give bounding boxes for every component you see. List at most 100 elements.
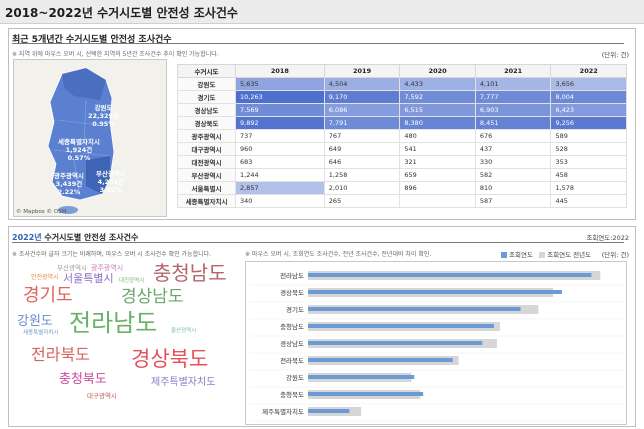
table-row[interactable]: 강원도 5,635 4,504 4,433 4,101 3,656 [177, 77, 627, 91]
table-cell: 7,569 [235, 103, 325, 117]
bottom-panel: 2022년 수거시도별 안전성 조사건수 조회연도:2022 ※ 조사건수와 글… [8, 226, 636, 427]
category-label: 강원도 [286, 373, 304, 382]
table-cell: 437 [474, 142, 552, 156]
cloud-word[interactable]: 세종특별자치시 [23, 330, 59, 336]
bar-current-year[interactable] [308, 358, 453, 362]
cloud-word[interactable]: 부산광역시 [57, 264, 87, 272]
table-cell: 589 [550, 129, 627, 143]
cloud-word[interactable]: 전라남도 [69, 309, 158, 337]
table-row[interactable]: 경상북도 9,892 7,791 8,380 8,451 9,256 [177, 116, 627, 130]
cloud-word[interactable]: 경상남도 [121, 287, 184, 307]
table-cell: 321 [399, 155, 476, 169]
map-label-busan: 부산광역시 4,201건 3.62% [96, 170, 126, 194]
cloud-word[interactable]: 제주특별자치도 [151, 377, 216, 388]
cloud-word[interactable]: 대구광역시 [87, 392, 117, 400]
cloud-word[interactable]: 전라북도 [31, 345, 90, 364]
table-cell: 767 [323, 129, 401, 143]
table-cell: 445 [550, 194, 627, 208]
cloud-word[interactable]: 경기도 [23, 285, 73, 306]
table-cell: 4,101 [474, 77, 552, 91]
category-label: 충청북도 [280, 390, 304, 399]
word-cloud-note: ※ 조사건수와 글자 크기는 비례하며, 마우스 오버 시 조사건수 확인 가능… [12, 251, 212, 258]
table-cell [399, 194, 476, 208]
category-label: 전라남도 [280, 271, 304, 280]
column-header-2019: 2019 [323, 64, 401, 78]
table-row[interactable]: 광주광역시 737 767 480 676 589 [177, 129, 627, 143]
table-row[interactable]: 부산광역시 1,244 1,258 659 582 458 [177, 168, 627, 182]
category-label: 충청남도 [280, 322, 304, 331]
table-cell: 7,592 [399, 90, 476, 104]
cloud-word[interactable]: 울산광역시 [171, 328, 197, 334]
comparison-chart-box: 전라남도 경상북도 경기도 충청남도 경상남도 전라북도 강원도 충청북도 제주특별자치도 [245, 261, 627, 425]
table-cell: 7,777 [474, 90, 552, 104]
table-cell: 8,451 [474, 116, 552, 130]
column-header-2020: 2020 [399, 64, 476, 78]
bottom-title-year: 2022년 [12, 233, 42, 242]
row-region: 강원도 [177, 77, 236, 91]
table-cell: 2,010 [323, 181, 401, 195]
legend-prev-label: 조회연도 전년도 [547, 251, 592, 259]
row-region: 경상북도 [177, 116, 236, 130]
bar-current-year[interactable] [308, 273, 592, 277]
jeju-island-shape [58, 206, 78, 214]
map-credit: © Mapbox © OSM [16, 209, 67, 215]
cloud-word[interactable]: 광주광역시 [91, 264, 124, 272]
cloud-word[interactable]: 강원도 [17, 314, 53, 329]
bar-current-year[interactable] [308, 392, 424, 396]
table-row[interactable]: 대구광역시 960 649 541 437 528 [177, 142, 627, 156]
table-cell: 4,504 [323, 77, 401, 91]
cloud-word[interactable]: 경상북도 [131, 347, 209, 371]
table-row[interactable]: 경상남도 7,569 6,086 6,515 6,903 6,423 [177, 103, 627, 117]
table-cell: 896 [399, 181, 476, 195]
bar-current-year[interactable] [308, 375, 415, 379]
cloud-word[interactable]: 충청남도 [153, 261, 227, 285]
bottom-unit: (단위: 건) [601, 251, 629, 259]
table-cell: 683 [235, 155, 325, 169]
top-panel: 최근 5개년간 수거시도별 안전성 조사건수 ※ 지역 위에 마우스 오버 시,… [8, 28, 636, 220]
bar-current-year[interactable] [308, 409, 350, 413]
table-row[interactable]: 서울특별시 2,857 2,010 896 810 1,578 [177, 181, 627, 195]
korea-map[interactable]: 강원도 22,329건 0.95% 세종특별자치시 1,924건 0.57% 광주광역시… [13, 59, 167, 217]
title-underline [12, 43, 624, 44]
table-cell: 7,791 [323, 116, 401, 130]
table-cell: 676 [474, 129, 552, 143]
category-label: 경상남도 [280, 339, 304, 348]
cloud-word[interactable]: 안전광역시 [31, 274, 59, 281]
table-cell: 9,256 [550, 116, 627, 130]
top-unit: (단위: 건) [601, 51, 629, 59]
table-cell: 458 [550, 168, 627, 182]
legend-current-label: 조회연도 [509, 251, 533, 259]
category-label: 경기도 [286, 305, 304, 314]
table-row[interactable]: 대전광역시 683 646 321 330 353 [177, 155, 627, 169]
cloud-word[interactable]: 충청북도 [59, 372, 107, 387]
row-region: 서울특별시 [177, 181, 236, 195]
table-cell: 6,423 [550, 103, 627, 117]
query-year-label[interactable]: 조회연도:2022 [586, 234, 629, 242]
cloud-word[interactable]: 서울특별시 [63, 272, 114, 285]
table-cell: 480 [399, 129, 476, 143]
region-word-cloud[interactable]: 충청남도 부산광역시 광주광역시 안전광역시 서울특별시 대전광역시 경기도 경상남도 강원도 전… [13, 263, 241, 425]
table-cell: 960 [235, 142, 325, 156]
table-cell: 810 [474, 181, 552, 195]
bar-current-year[interactable] [308, 324, 494, 328]
bar-current-year[interactable] [308, 307, 521, 311]
table-cell: 4,433 [399, 77, 476, 91]
legend-current-swatch [501, 252, 507, 258]
window-title: 2018~2022년 수거시도별 안전성 조사건수 [5, 6, 238, 20]
table-row[interactable]: 세종특별자치시 340 265 587 445 [177, 194, 627, 208]
bar-current-year[interactable] [308, 290, 562, 294]
cloud-word[interactable]: 대전광역시 [119, 278, 145, 284]
table-cell: 1,578 [550, 181, 627, 195]
row-region: 경기도 [177, 90, 236, 104]
table-cell: 3,656 [550, 77, 627, 91]
table-cell: 1,258 [323, 168, 401, 182]
legend-prev-swatch [539, 252, 546, 258]
survey-table-container[interactable]: 수거시도 2018 2019 2020 2021 2022 강원도 5,635 4,504 4,… [177, 64, 627, 216]
row-region: 대전광역시 [177, 155, 236, 169]
bar-current-year[interactable] [308, 341, 483, 345]
table-cell: 10,263 [235, 90, 325, 104]
table-cell: 265 [323, 194, 401, 208]
table-row[interactable]: 경기도 10,263 9,170 7,592 7,777 8,004 [177, 90, 627, 104]
top-section-title: 최근 5개년간 수거시도별 안전성 조사건수 [12, 35, 172, 45]
